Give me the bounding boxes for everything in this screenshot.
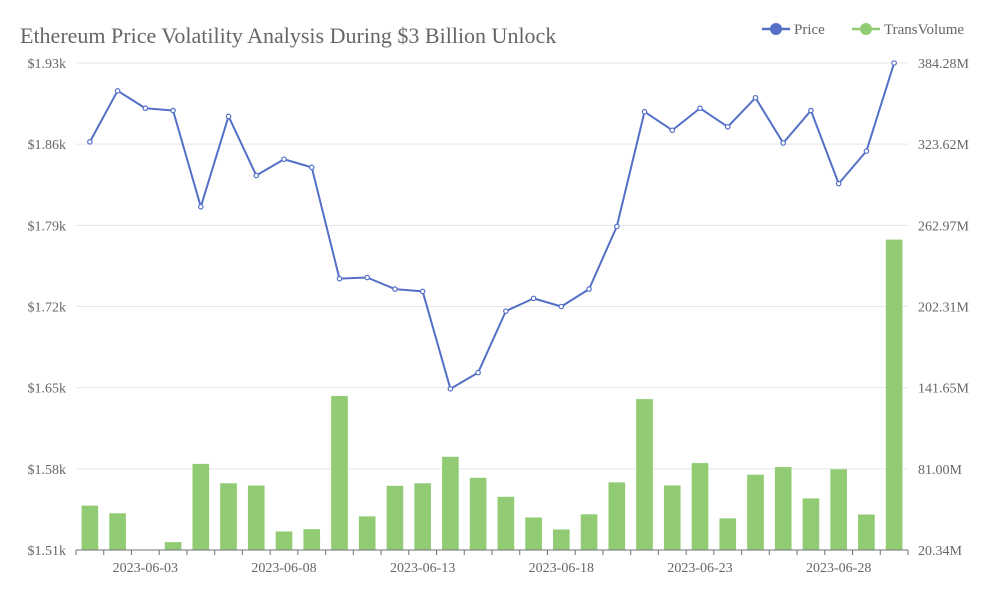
price-point	[697, 105, 703, 112]
volume-bar	[830, 469, 847, 550]
price-point	[641, 108, 648, 115]
x-tick-label: 2023-06-28	[806, 561, 871, 576]
price-point	[558, 303, 565, 310]
price-point	[281, 156, 287, 163]
price-point	[835, 180, 842, 187]
volume-bar	[275, 531, 293, 550]
price-point	[308, 164, 315, 171]
volume-bar	[331, 395, 348, 550]
volume-bar	[608, 482, 626, 550]
volume-bar	[802, 498, 820, 550]
volume-bar	[885, 239, 903, 550]
price-point	[863, 148, 870, 154]
price-point	[613, 223, 620, 230]
volume-bar	[164, 542, 182, 550]
price-point	[724, 123, 731, 130]
y-right-tick-label: 81.00M	[918, 463, 963, 478]
volume-bar	[691, 463, 709, 550]
price-point	[891, 60, 897, 66]
x-tick-label: 2023-06-18	[529, 561, 594, 576]
price-point	[669, 127, 676, 134]
volume-bar	[497, 496, 515, 550]
y-right-tick-label: 20.34M	[918, 544, 963, 559]
chart-title: Ethereum Price Volatility Analysis Durin…	[20, 23, 556, 48]
volume-bars	[81, 239, 903, 550]
y-left-tick-label: $1.51k	[28, 544, 67, 559]
price-point	[447, 386, 454, 392]
price-point	[530, 295, 537, 302]
y-left-tick-label: $1.72k	[28, 301, 67, 316]
y-right-tick-label: 202.31M	[918, 301, 970, 316]
volume-bar	[192, 463, 210, 550]
legend-item-transvolume[interactable]: TransVolume	[852, 22, 964, 38]
legend-label: Price	[794, 22, 825, 38]
x-tick-label: 2023-06-08	[251, 561, 316, 576]
y-left-tick-label: $1.86k	[28, 138, 67, 153]
price-point	[198, 203, 204, 210]
volume-bar	[663, 485, 681, 550]
legend-marker	[860, 23, 872, 35]
legend-label: TransVolume	[884, 22, 964, 38]
price-point	[503, 308, 509, 314]
volume-bar	[858, 514, 875, 550]
volume-bar	[81, 505, 99, 550]
volume-bar	[553, 529, 570, 550]
price-point	[114, 88, 121, 94]
volume-bar	[220, 483, 237, 550]
axes: $1.51k $1.58k $1.65k $1.72k $1.79k $1.86k $1.9…	[28, 57, 970, 576]
grid-lines	[76, 62, 908, 470]
y-left-tick-label: $1.65k	[28, 382, 67, 397]
volume-bar	[719, 518, 737, 550]
price-point	[225, 113, 232, 120]
price-line-path	[88, 62, 896, 390]
volume-bar	[303, 529, 321, 550]
price-point	[475, 369, 481, 376]
legend-item-price[interactable]: Price	[762, 22, 825, 38]
volume-bar	[469, 477, 487, 550]
price-point	[336, 275, 343, 282]
volume-bar	[442, 456, 459, 550]
price-point	[586, 286, 592, 292]
x-tick-label: 2023-06-23	[667, 561, 732, 576]
price-point	[364, 274, 371, 281]
volume-bar	[247, 485, 265, 550]
volume-bar	[386, 485, 404, 550]
x-tick-label: 2023-06-03	[113, 561, 178, 576]
price-point	[808, 107, 814, 114]
volume-bar	[525, 517, 542, 550]
price-point	[419, 288, 426, 295]
y-right-tick-label: 262.97M	[918, 219, 970, 234]
y-right-tick-label: 323.62M	[918, 138, 970, 153]
volume-bar	[358, 516, 376, 550]
price-point	[752, 94, 759, 101]
x-tick-label: 2023-06-13	[390, 561, 455, 576]
price-point	[142, 105, 149, 112]
price-point	[253, 172, 260, 179]
volume-bar	[109, 513, 126, 550]
price-line	[87, 60, 897, 392]
volume-bar	[580, 514, 598, 550]
y-left-tick-label: $1.79k	[28, 219, 67, 234]
volume-bar	[636, 399, 653, 550]
price-point	[170, 107, 176, 114]
y-right-tick-label: 141.65M	[918, 382, 970, 397]
price-point	[392, 286, 398, 292]
legend-marker	[770, 23, 782, 35]
legend[interactable]: Price TransVolume	[762, 22, 964, 38]
volume-bar	[747, 474, 764, 550]
price-point	[87, 139, 93, 145]
volume-bar	[774, 467, 792, 550]
price-point	[780, 140, 787, 146]
volume-bar	[414, 483, 431, 550]
y-left-tick-label: $1.58k	[28, 463, 67, 478]
y-right-tick-label: 384.28M	[918, 57, 970, 72]
y-left-tick-label: $1.93k	[28, 57, 67, 72]
